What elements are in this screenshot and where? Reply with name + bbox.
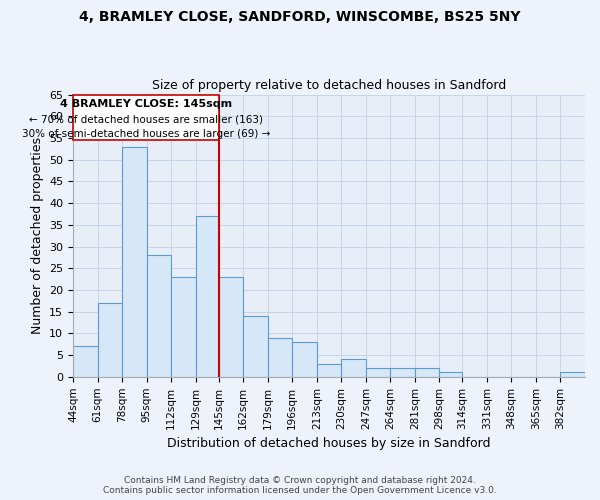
- Bar: [196, 216, 218, 377]
- Bar: [268, 338, 292, 377]
- Bar: [218, 277, 243, 377]
- Text: 30% of semi-detached houses are larger (69) →: 30% of semi-detached houses are larger (…: [22, 129, 270, 139]
- Bar: [439, 372, 463, 377]
- Bar: [73, 94, 218, 140]
- Bar: [415, 368, 439, 377]
- Text: ← 70% of detached houses are smaller (163): ← 70% of detached houses are smaller (16…: [29, 114, 263, 124]
- Bar: [366, 368, 391, 377]
- Bar: [146, 255, 171, 377]
- Bar: [292, 342, 317, 377]
- Y-axis label: Number of detached properties: Number of detached properties: [31, 137, 44, 334]
- Bar: [317, 364, 341, 377]
- Text: 4, BRAMLEY CLOSE, SANDFORD, WINSCOMBE, BS25 5NY: 4, BRAMLEY CLOSE, SANDFORD, WINSCOMBE, B…: [79, 10, 521, 24]
- Bar: [98, 303, 122, 377]
- Bar: [560, 372, 585, 377]
- Bar: [243, 316, 268, 377]
- Title: Size of property relative to detached houses in Sandford: Size of property relative to detached ho…: [152, 79, 506, 92]
- X-axis label: Distribution of detached houses by size in Sandford: Distribution of detached houses by size …: [167, 437, 491, 450]
- Bar: [341, 360, 366, 377]
- Bar: [73, 346, 98, 377]
- Text: Contains HM Land Registry data © Crown copyright and database right 2024.
Contai: Contains HM Land Registry data © Crown c…: [103, 476, 497, 495]
- Bar: [391, 368, 415, 377]
- Text: 4 BRAMLEY CLOSE: 145sqm: 4 BRAMLEY CLOSE: 145sqm: [60, 99, 232, 109]
- Bar: [122, 146, 146, 377]
- Bar: [171, 277, 196, 377]
